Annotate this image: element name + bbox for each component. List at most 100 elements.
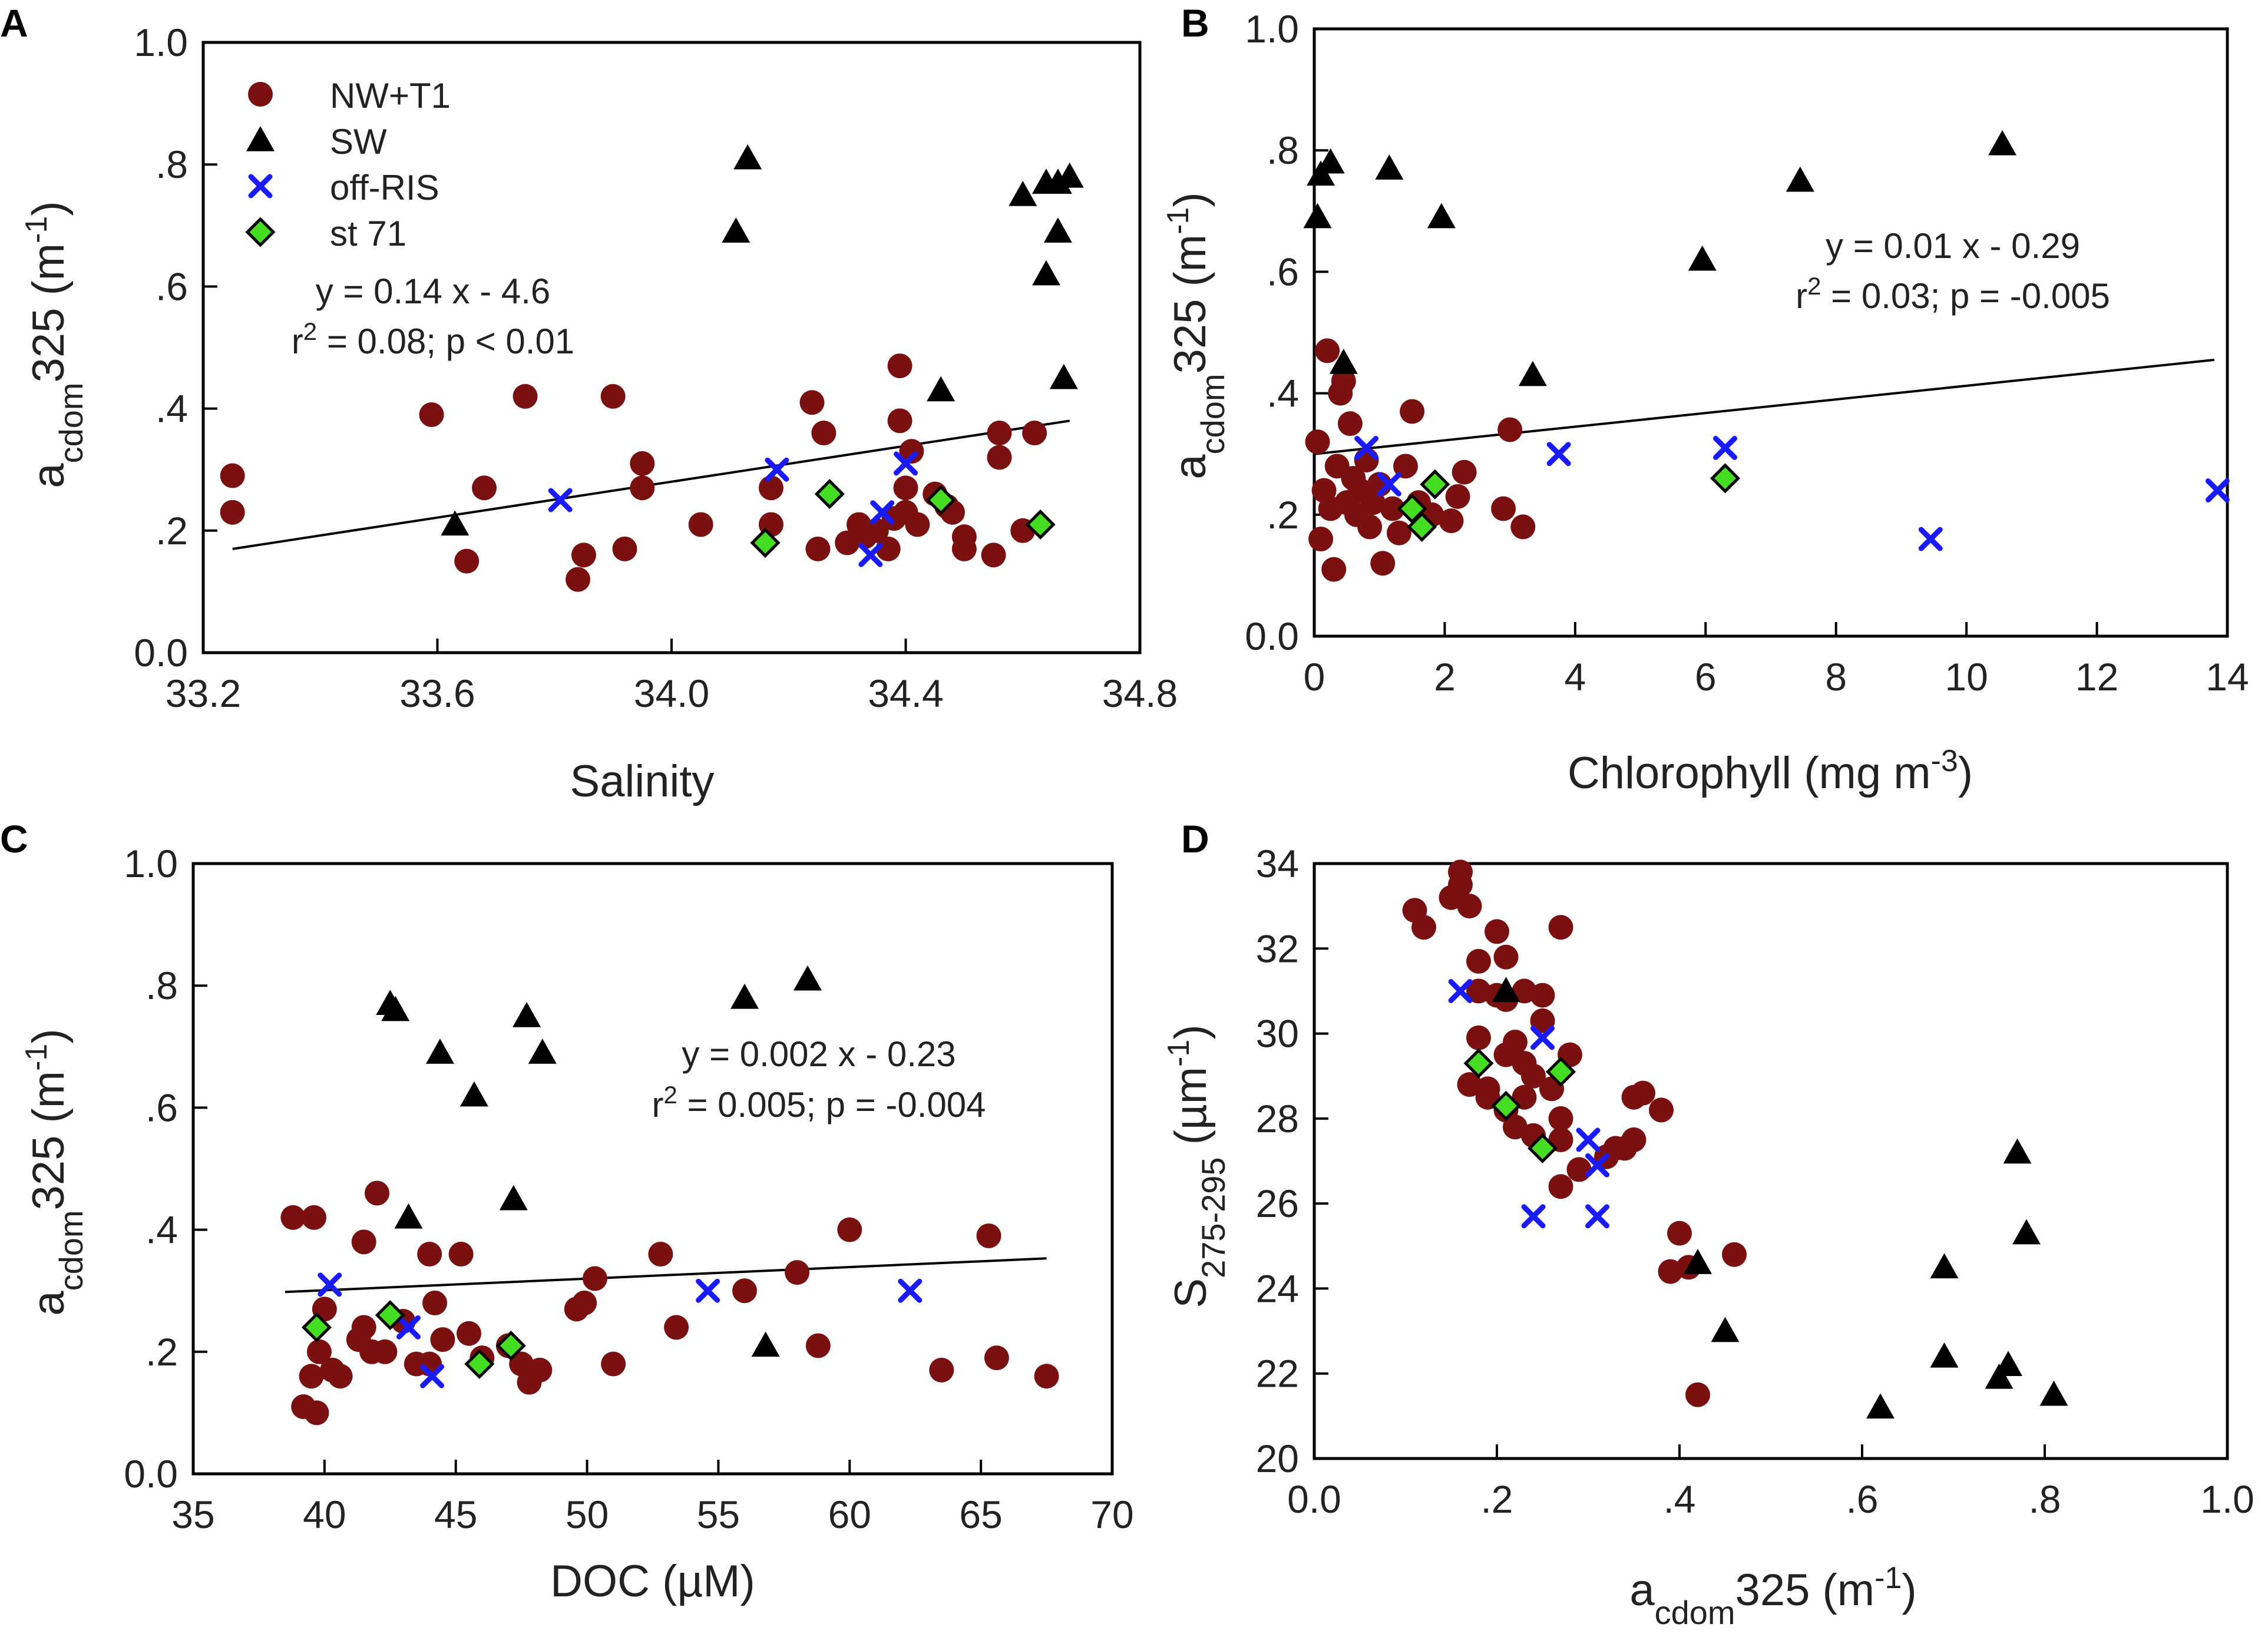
panel-d-x-tick-label: 1.0 (2200, 1477, 2254, 1521)
point-nw-t1 (302, 1205, 327, 1230)
point-sw (499, 1185, 528, 1211)
point-st-71 (1490, 1090, 1522, 1121)
point-nw-t1 (1621, 1127, 1647, 1152)
point-nw-t1 (1448, 872, 1473, 898)
panel-b-x-tick-label: 6 (1695, 655, 1717, 699)
panel-c-y-tick-label: .6 (146, 1086, 178, 1129)
point-sw (1032, 260, 1060, 286)
point-off-ris (870, 500, 895, 525)
panel-d-series-sw (1492, 977, 2068, 1419)
point-sw (751, 1331, 780, 1357)
point-off-ris (548, 488, 573, 512)
point-off-ris (318, 1272, 342, 1297)
panel-d-x-tick-label: .2 (1480, 1477, 1513, 1521)
panel-b-y-tick-label: 0.0 (1245, 614, 1299, 658)
point-st-71 (1025, 509, 1056, 540)
point-sw (1994, 1351, 2022, 1377)
point-nw-t1 (837, 1217, 862, 1242)
panel-b-x-tick-label: 12 (2075, 655, 2118, 699)
panel-a-y-tick-label: .2 (156, 509, 188, 553)
legend-label-st-71: st 71 (330, 214, 406, 253)
point-nw-t1 (1439, 508, 1464, 534)
point-nw-t1 (893, 475, 918, 501)
point-nw-t1 (448, 1242, 474, 1267)
point-sw (1375, 154, 1404, 180)
point-nw-t1 (600, 383, 626, 409)
point-sw (394, 1203, 423, 1229)
point-nw-t1 (811, 421, 837, 446)
point-nw-t1 (419, 402, 444, 427)
panel-c-y-tick-label: 0.0 (124, 1452, 178, 1496)
point-nw-t1 (1321, 557, 1347, 582)
point-sw (1049, 363, 1078, 389)
panel-b-y-axis-title: acdom325 (m-1) (1161, 192, 1231, 479)
point-nw-t1 (1466, 1025, 1491, 1050)
point-nw-t1 (875, 536, 901, 561)
point-off-ris (1354, 435, 1379, 460)
point-sw (1988, 130, 2017, 156)
point-st-71 (495, 1330, 526, 1361)
legend-marker-st-71 (245, 217, 276, 247)
point-nw-t1 (987, 421, 1012, 446)
point-nw-t1 (1370, 551, 1396, 576)
point-nw-t1 (351, 1229, 376, 1255)
point-nw-t1 (1331, 368, 1356, 393)
point-nw-t1 (351, 1315, 376, 1340)
point-nw-t1 (1530, 983, 1555, 1008)
legend-marker-nw-t1 (248, 82, 273, 107)
point-nw-t1 (1649, 1097, 1674, 1123)
legend-label-nw-t1: NW+T1 (330, 76, 451, 115)
point-sw (1711, 1317, 1740, 1342)
point-sw (1866, 1393, 1895, 1419)
point-sw (2039, 1380, 2068, 1406)
point-sw (1930, 1342, 1959, 1368)
point-nw-t1 (1491, 496, 1516, 521)
point-nw-t1 (1493, 944, 1519, 970)
panel-d-y-tick-label: 30 (1256, 1012, 1299, 1056)
panel-d-y-tick-label: 22 (1256, 1352, 1299, 1395)
point-sw (1492, 977, 1520, 1003)
point-off-ris (898, 1278, 923, 1303)
point-off-ris (894, 451, 918, 476)
panel-a-y-tick-label: 0.0 (134, 631, 188, 674)
point-nw-t1 (688, 512, 713, 537)
point-off-ris (858, 543, 883, 567)
panel-d-series-st-71 (1463, 1048, 1576, 1163)
panel-d-x-tick-label: 0.0 (1287, 1477, 1341, 1521)
point-nw-t1 (905, 512, 930, 537)
panel-b-y-tick-label: .8 (1267, 128, 1299, 172)
point-sw (1684, 1249, 1712, 1274)
point-off-ris (1585, 1204, 1609, 1229)
point-sw (722, 217, 751, 243)
point-st-71 (464, 1348, 495, 1380)
point-nw-t1 (572, 1290, 597, 1315)
panel-c-letter: C (0, 817, 28, 861)
panel-c-x-tick-label: 50 (566, 1493, 609, 1536)
point-nw-t1 (1548, 1174, 1573, 1199)
panel-c-y-tick-label: .2 (146, 1330, 178, 1374)
point-nw-t1 (630, 475, 655, 501)
point-st-71 (1527, 1133, 1558, 1163)
point-nw-t1 (1510, 514, 1536, 540)
point-off-ris (1918, 527, 1943, 551)
point-sw (1329, 349, 1358, 374)
point-nw-t1 (454, 548, 480, 574)
point-sw (1303, 203, 1332, 229)
point-sw (1985, 1363, 2014, 1389)
point-nw-t1 (1497, 417, 1523, 442)
panel-a-x-tick-label: 33.2 (166, 672, 241, 715)
legend-label-off-ris: off-RIS (330, 168, 439, 207)
point-nw-t1 (887, 353, 913, 379)
panel-a-x-tick-label: 34.0 (634, 672, 709, 715)
panel-b-x-tick-label: 8 (1825, 655, 1847, 699)
panel-c-frame (191, 862, 1114, 1476)
point-nw-t1 (1530, 1008, 1555, 1033)
point-nw-t1 (304, 1400, 329, 1426)
panel-b-series-st-71 (1397, 463, 1741, 542)
point-nw-t1 (1400, 399, 1425, 424)
panel-d-y-tick-label: 20 (1256, 1437, 1299, 1480)
panel-c-series-st-71 (301, 1300, 526, 1380)
panel-a-x-tick-label: 34.8 (1102, 672, 1178, 715)
point-off-ris (1521, 1204, 1546, 1229)
legend-marker-off-ris (248, 174, 273, 199)
